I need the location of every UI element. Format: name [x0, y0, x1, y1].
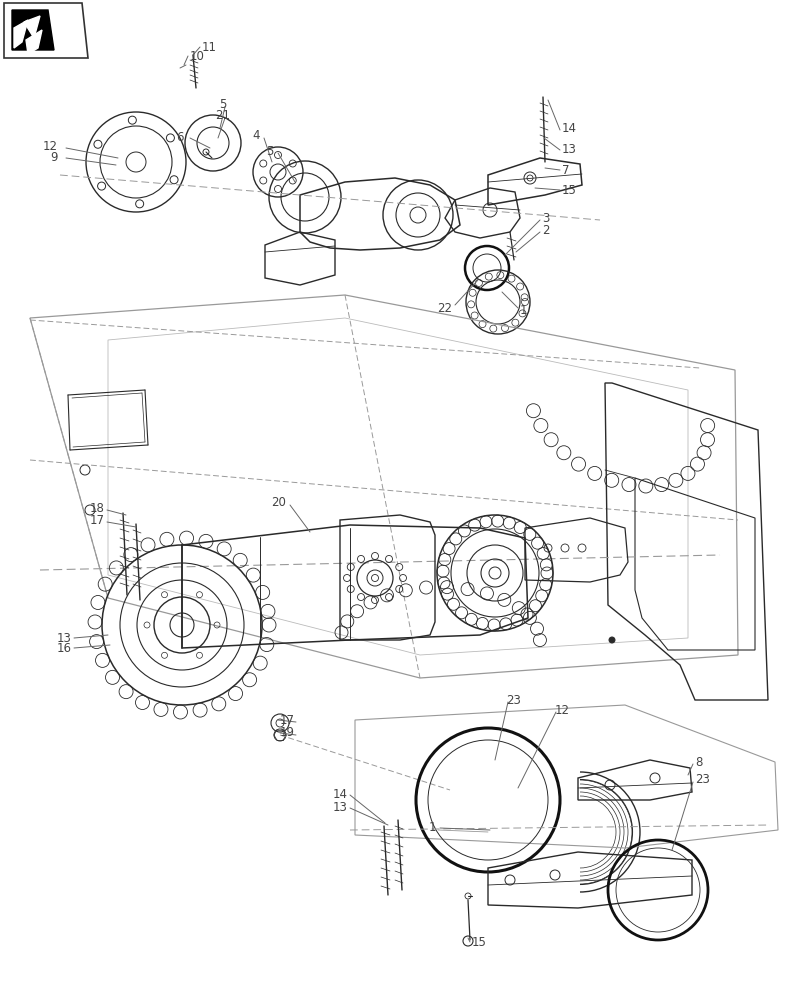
Text: 15: 15: [471, 936, 487, 949]
Polygon shape: [14, 20, 28, 48]
Text: 3: 3: [541, 212, 549, 225]
Text: 5: 5: [266, 145, 273, 158]
Text: 19: 19: [280, 726, 294, 740]
Text: 5: 5: [219, 98, 226, 111]
Text: 7: 7: [561, 164, 569, 177]
Text: 17: 17: [90, 514, 105, 526]
Text: 13: 13: [561, 143, 576, 156]
Text: 23: 23: [694, 773, 709, 786]
Polygon shape: [26, 30, 42, 54]
Text: 14: 14: [333, 788, 348, 801]
Text: 16: 16: [57, 642, 72, 654]
Text: 6: 6: [176, 131, 184, 144]
Text: 20: 20: [271, 495, 285, 508]
Polygon shape: [12, 10, 54, 50]
Text: 8: 8: [694, 756, 702, 768]
Text: 13: 13: [333, 801, 348, 814]
Text: 4: 4: [252, 129, 260, 142]
Text: 9: 9: [50, 151, 58, 164]
Text: 12: 12: [554, 704, 569, 716]
Polygon shape: [10, 8, 58, 53]
Circle shape: [608, 637, 614, 643]
Text: 13: 13: [57, 632, 72, 645]
Text: 23: 23: [505, 694, 520, 706]
Text: 17: 17: [280, 714, 294, 726]
Text: 22: 22: [436, 302, 452, 314]
Text: 1: 1: [428, 821, 436, 834]
Text: 15: 15: [561, 184, 576, 197]
Text: 21: 21: [215, 109, 230, 122]
Polygon shape: [24, 16, 40, 38]
Text: 12: 12: [43, 140, 58, 153]
Text: 10: 10: [190, 50, 204, 63]
Text: 11: 11: [202, 41, 217, 54]
Text: 18: 18: [90, 502, 105, 514]
Text: 1: 1: [519, 304, 527, 316]
Text: 14: 14: [561, 122, 577, 135]
Text: 2: 2: [541, 224, 549, 236]
